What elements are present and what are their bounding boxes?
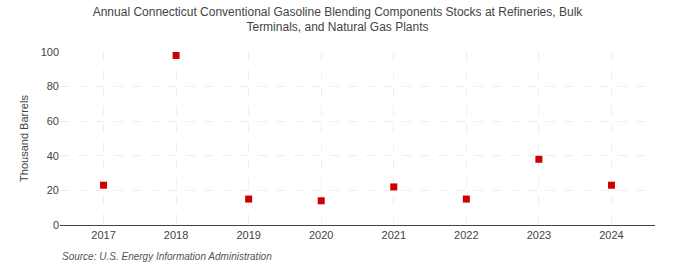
svg-text:2021: 2021 bbox=[382, 229, 406, 241]
svg-text:2024: 2024 bbox=[599, 229, 623, 241]
svg-text:20: 20 bbox=[47, 184, 59, 196]
svg-text:Source: U.S. Energy Informatio: Source: U.S. Energy Information Administ… bbox=[62, 251, 272, 262]
svg-text:2017: 2017 bbox=[91, 229, 115, 241]
svg-text:60: 60 bbox=[47, 115, 59, 127]
svg-text:Annual Connecticut Conventiona: Annual Connecticut Conventional Gasoline… bbox=[93, 5, 584, 35]
svg-text:2019: 2019 bbox=[236, 229, 260, 241]
svg-text:40: 40 bbox=[47, 150, 59, 162]
svg-text:Thousand Barrels: Thousand Barrels bbox=[18, 95, 30, 182]
svg-text:80: 80 bbox=[47, 80, 59, 92]
svg-text:2018: 2018 bbox=[164, 229, 188, 241]
svg-text:2022: 2022 bbox=[454, 229, 478, 241]
svg-text:2020: 2020 bbox=[309, 229, 333, 241]
svg-text:2023: 2023 bbox=[527, 229, 551, 241]
svg-text:100: 100 bbox=[41, 46, 59, 58]
svg-text:0: 0 bbox=[53, 219, 59, 231]
